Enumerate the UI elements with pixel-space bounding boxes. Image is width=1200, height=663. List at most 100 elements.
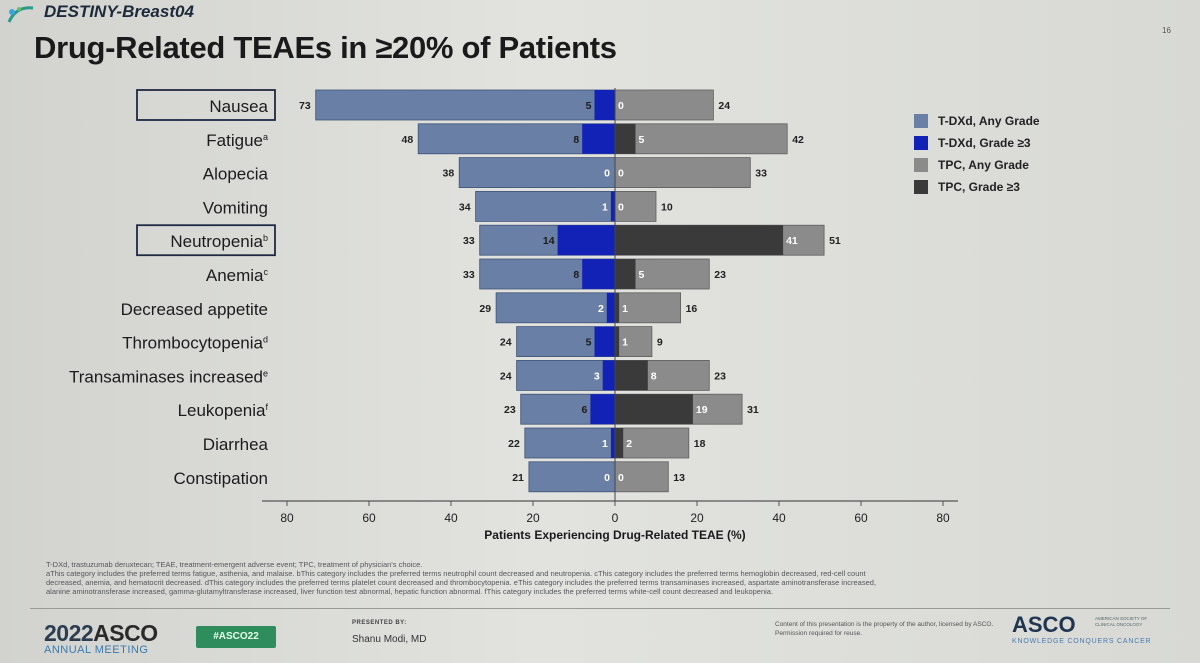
legend-label: T-DXd, Any Grade (938, 114, 1040, 128)
bar-tdxd-any-grade (475, 190, 616, 222)
slide-title: Drug-Related TEAEs in ≥20% of Patients (34, 30, 617, 65)
category-label: Transaminases increasede (69, 367, 268, 386)
legend-label: T-DXd, Grade ≥3 (938, 136, 1031, 150)
x-tick-label: 40 (772, 511, 786, 525)
legend-label: TPC, Any Grade (938, 158, 1029, 172)
label-tdxd-grade3: 1 (602, 438, 608, 450)
bar-tpc-any-grade (614, 190, 657, 222)
label-tdxd-any-grade: 33 (463, 269, 475, 281)
category-label: Alopecia (203, 165, 269, 184)
label-tdxd-any-grade: 48 (402, 134, 414, 146)
bar-tdxd-grade3 (602, 360, 615, 391)
x-tick-label: 20 (526, 511, 540, 525)
label-tpc-any-grade: 51 (829, 235, 841, 247)
bar-tdxd-any-grade (516, 359, 616, 391)
label-tdxd-grade3: 1 (602, 201, 608, 213)
presented-by-label: PRESENTED BY: (352, 620, 407, 626)
label-tpc-grade3: 5 (639, 269, 645, 281)
label-tdxd-any-grade: 23 (504, 404, 516, 416)
bar-tpc-any-grade (614, 157, 751, 189)
footnote-line: alanine aminotransferase increased, gamm… (46, 587, 774, 596)
label-tpc-any-grade: 31 (747, 404, 759, 416)
bar-tpc-any-grade (614, 292, 681, 324)
label-tpc-grade3: 0 (618, 201, 624, 213)
slide-number: 16 (1162, 26, 1171, 35)
bar-tdxd-any-grade (524, 427, 616, 459)
label-tdxd-any-grade: 73 (299, 100, 311, 112)
label-tdxd-grade3: 0 (604, 472, 610, 484)
x-tick-label: 20 (690, 511, 704, 525)
label-tpc-grade3: 19 (696, 404, 708, 416)
label-tpc-any-grade: 13 (673, 472, 685, 484)
label-tpc-grade3: 8 (651, 370, 657, 382)
category-highlight-box (136, 224, 276, 257)
category-label: Neutropeniab (170, 232, 268, 251)
bar-tpc-grade3 (615, 259, 636, 289)
bar-tpc-grade3 (615, 360, 648, 391)
label-tdxd-any-grade: 21 (512, 472, 524, 484)
legend-swatch (914, 114, 928, 128)
legend-label: TPC, Grade ≥3 (938, 180, 1020, 194)
category-label: Decreased appetite (121, 300, 268, 319)
label-tdxd-grade3: 0 (604, 168, 610, 180)
label-tdxd-any-grade: 29 (479, 303, 491, 315)
legend-swatch (914, 158, 928, 172)
footnote-line: decreased, anemia, and hematocrit decrea… (46, 578, 877, 587)
label-tpc-any-grade: 42 (792, 134, 804, 146)
label-tpc-any-grade: 10 (661, 201, 673, 213)
footnote-marker: d (263, 335, 268, 345)
label-tpc-grade3: 0 (618, 472, 624, 484)
label-tdxd-grade3: 14 (543, 235, 555, 247)
bar-tdxd-grade3 (582, 123, 615, 154)
category-label: Fatiguea (206, 131, 268, 150)
presenter-name: Shanu Modi, MD (352, 634, 427, 645)
bar-tpc-any-grade (614, 461, 669, 493)
footnote-marker: f (265, 402, 268, 412)
label-tpc-grade3: 1 (622, 303, 628, 315)
label-tpc-grade3: 0 (618, 100, 624, 112)
x-tick-label: 40 (444, 511, 458, 525)
bar-tdxd-any-grade (458, 157, 616, 189)
bar-tdxd-any-grade (528, 461, 616, 493)
bar-tpc-grade3 (615, 292, 620, 323)
legend-swatch (914, 136, 928, 150)
bar-tpc-grade3 (615, 326, 620, 357)
label-tdxd-grade3: 6 (582, 404, 588, 416)
label-tpc-any-grade: 9 (657, 337, 663, 349)
label-tpc-grade3: 2 (626, 438, 632, 450)
label-tpc-any-grade: 16 (686, 303, 698, 315)
footnote-marker: c (264, 267, 269, 277)
bar-tdxd-any-grade (315, 89, 616, 121)
bar-tpc-grade3 (615, 394, 693, 425)
label-tpc-grade3: 0 (618, 168, 624, 180)
label-tdxd-any-grade: 22 (508, 438, 520, 450)
bar-tpc-any-grade (614, 89, 714, 121)
footnote-marker: a (263, 132, 268, 142)
label-tpc-grade3: 1 (622, 337, 628, 349)
bar-tdxd-grade3 (557, 225, 615, 256)
footer-divider (30, 608, 1170, 609)
legend-swatch (914, 180, 928, 194)
label-tdxd-grade3: 5 (586, 337, 592, 349)
x-tick-label: 60 (362, 511, 376, 525)
bar-tdxd-grade3 (606, 292, 615, 323)
category-label: Anemiac (206, 266, 269, 285)
category-label: Thrombocytopeniad (122, 334, 268, 353)
label-tdxd-any-grade: 38 (443, 168, 455, 180)
bar-tdxd-grade3 (610, 428, 615, 458)
label-tpc-any-grade: 33 (755, 168, 767, 180)
label-tpc-grade3: 5 (639, 134, 645, 146)
bar-tpc-any-grade (614, 427, 690, 459)
label-tpc-any-grade: 18 (694, 438, 706, 450)
meeting-logo: 2022ASCO (44, 620, 158, 647)
label-tdxd-grade3: 8 (573, 269, 579, 281)
label-tdxd-grade3: 8 (573, 134, 579, 146)
label-tpc-any-grade: 23 (714, 370, 726, 382)
bar-tdxd-grade3 (582, 259, 615, 289)
category-label: Leukopeniaf (178, 401, 269, 420)
x-tick-label: 0 (612, 511, 619, 525)
x-axis-title: Patients Experiencing Drug-Related TEAE … (484, 528, 745, 542)
bar-tpc-grade3 (615, 225, 784, 256)
